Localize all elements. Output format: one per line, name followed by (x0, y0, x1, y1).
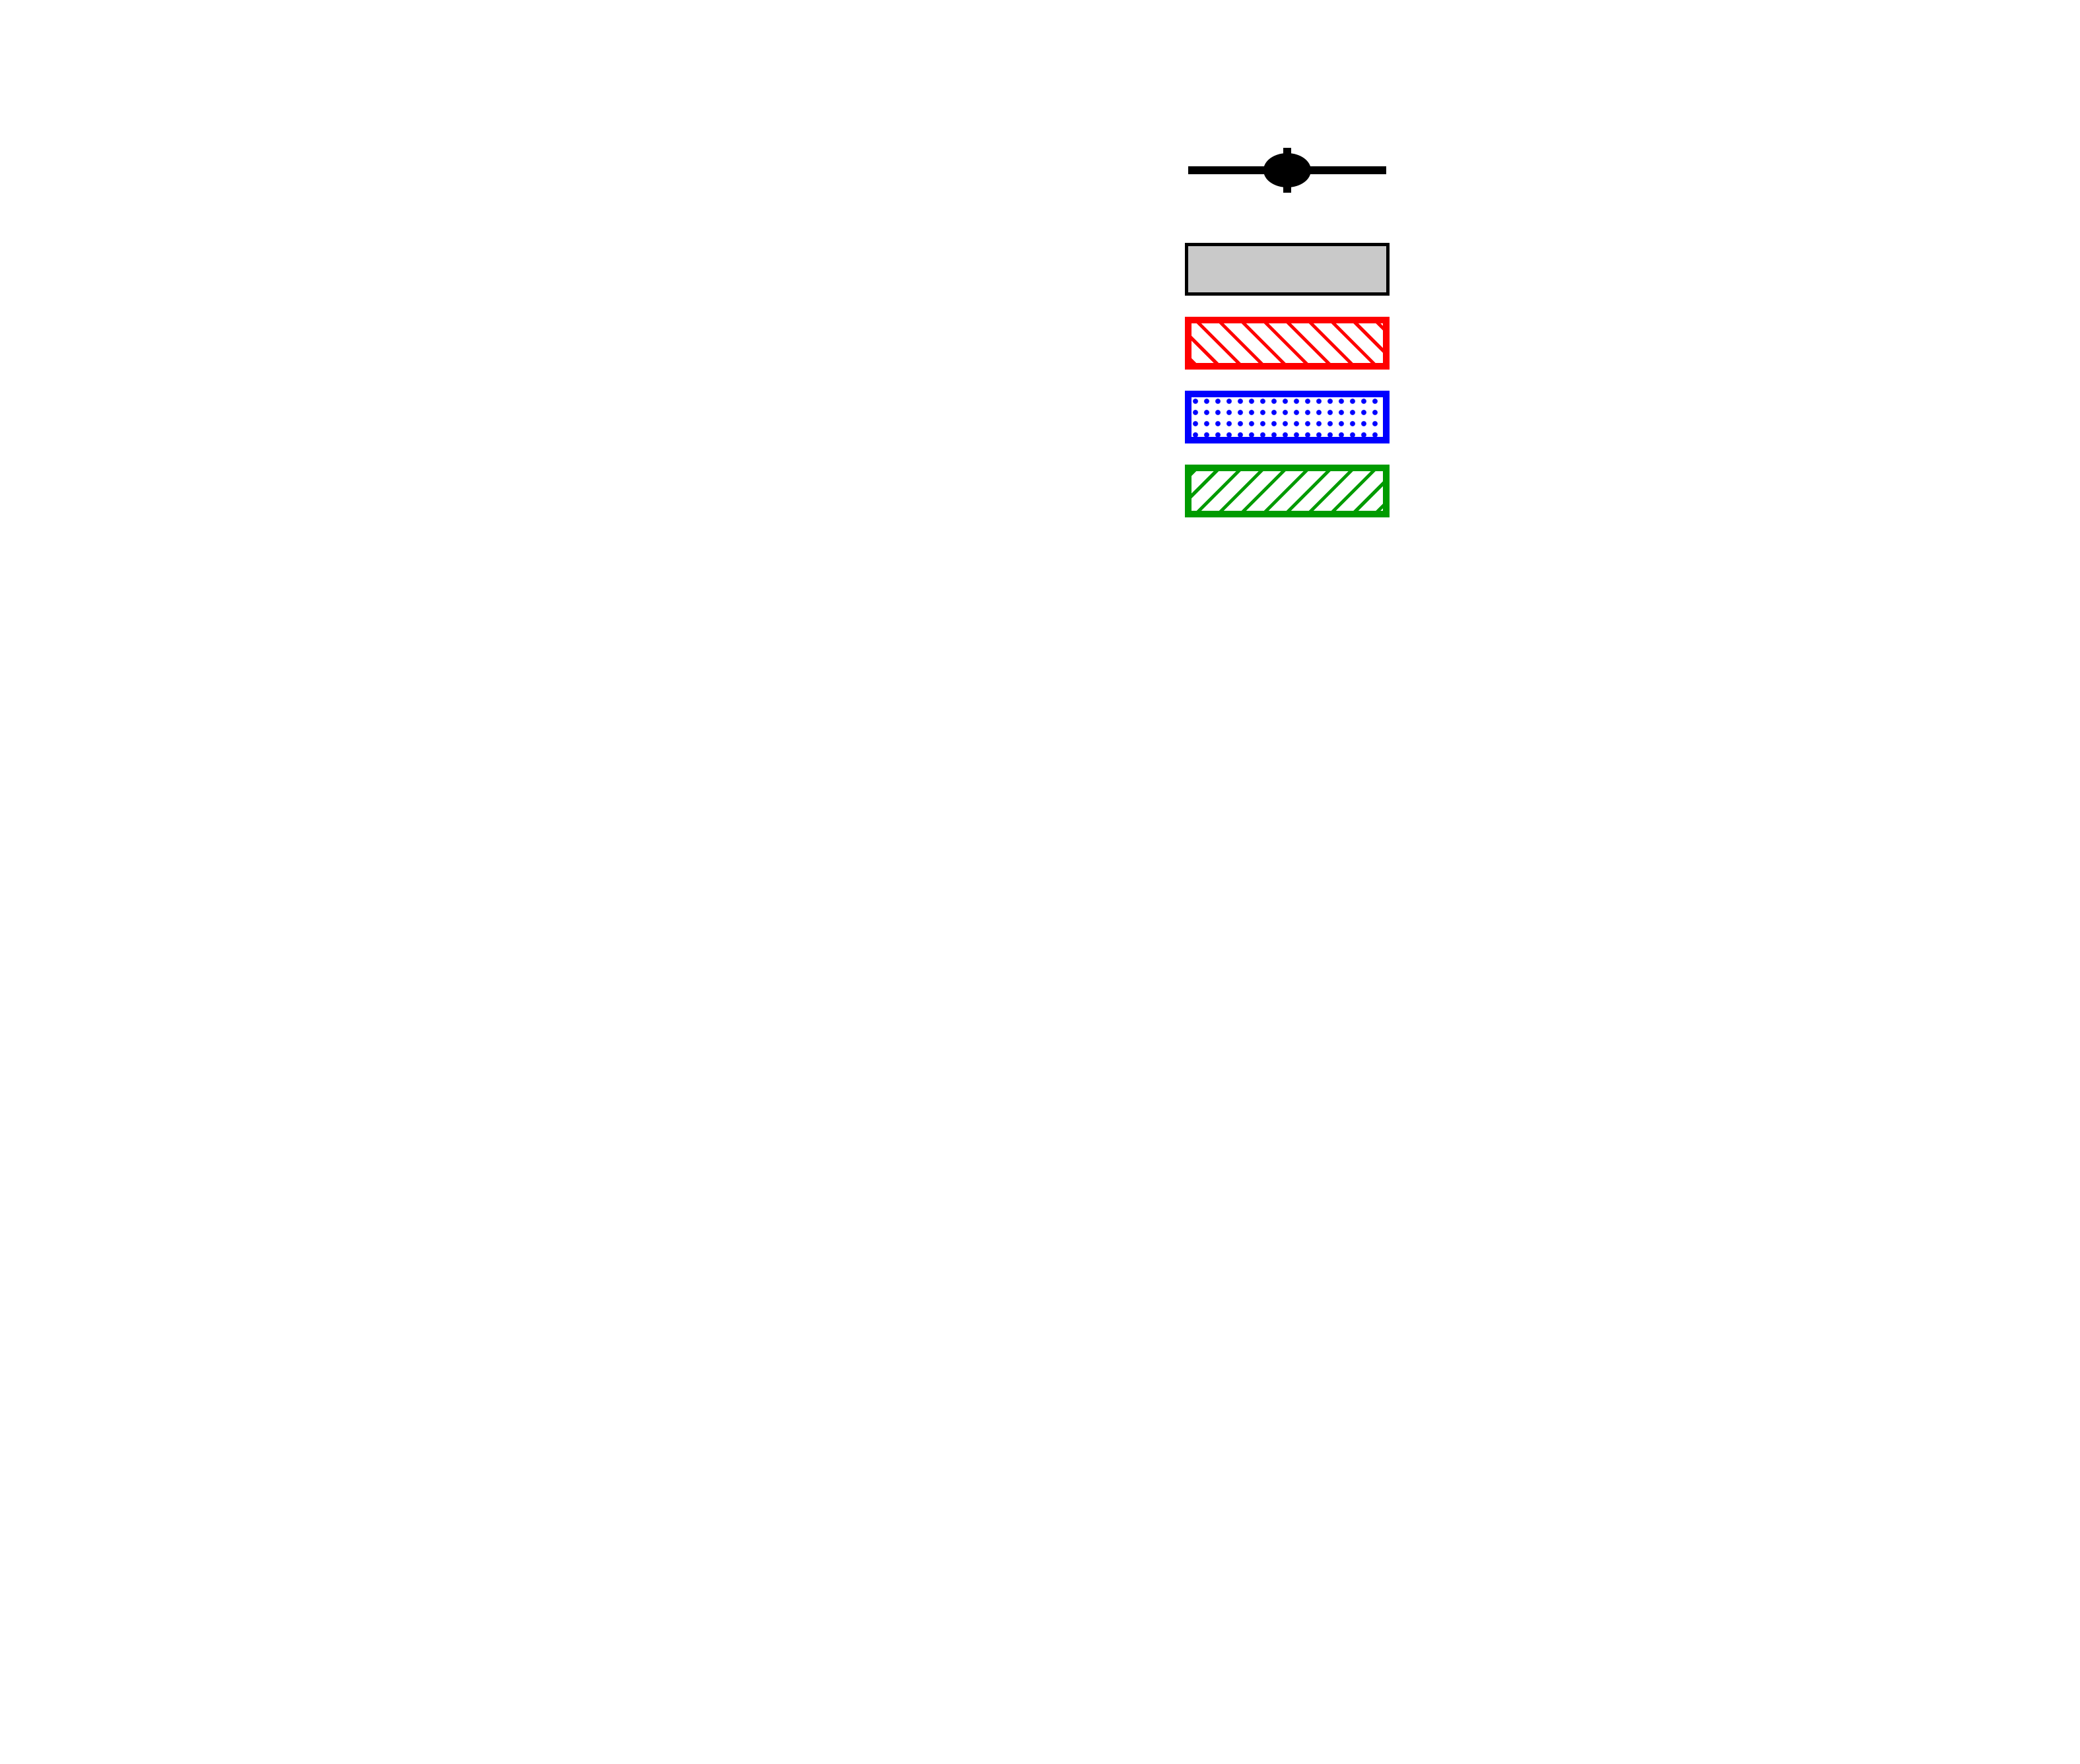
legend (1185, 144, 1419, 528)
legend-item-amcnlo-pythia8 (1185, 380, 1419, 454)
main-y-axis-title (20, 0, 106, 746)
data-marker-icon (1188, 148, 1386, 193)
legend-item-powheg-herwigpp (1185, 454, 1419, 528)
total-unc-swatch-icon (1185, 243, 1390, 296)
red-hatch-swatch-icon (1185, 317, 1390, 370)
legend-item-total-unc (1185, 232, 1419, 306)
blue-dots-swatch-icon (1185, 391, 1390, 443)
legend-item-data (1185, 148, 1419, 232)
legend-item-powheg-pythia8 (1185, 306, 1419, 380)
green-hatch-swatch-icon (1185, 465, 1390, 517)
ratio-y-axis-title (59, 1156, 139, 1618)
